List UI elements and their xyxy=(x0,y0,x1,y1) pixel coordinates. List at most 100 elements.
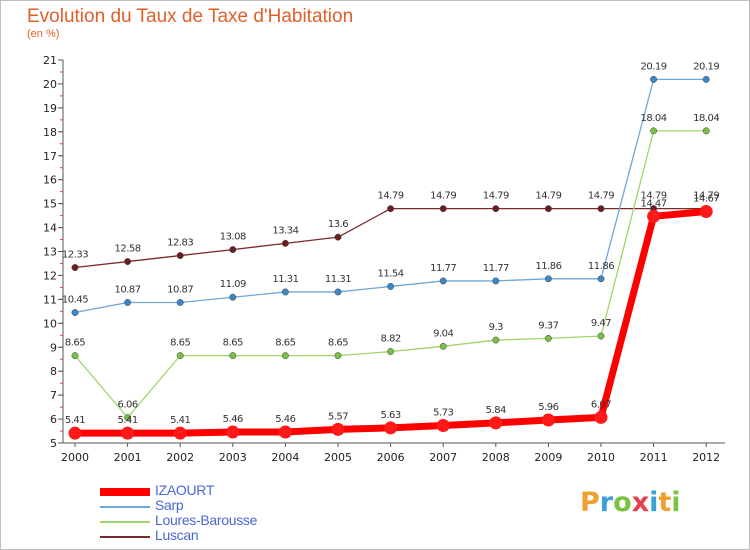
data-label-loures-barousse: 9.3 xyxy=(489,322,504,333)
data-label-izaourt: 5.46 xyxy=(275,414,295,425)
data-point-luscan xyxy=(544,205,552,213)
data-point-luscan xyxy=(439,205,447,213)
y-tick-label: 20 xyxy=(43,78,57,91)
x-tick-label: 2012 xyxy=(692,451,720,464)
series-izaourt xyxy=(68,205,713,440)
logo-letter: t xyxy=(658,487,672,518)
data-point-sarp xyxy=(124,299,132,306)
data-point-izaourt xyxy=(121,426,135,440)
data-point-luscan xyxy=(597,205,605,213)
data-label-loures-barousse: 18.04 xyxy=(693,113,719,124)
data-label-izaourt: 5.84 xyxy=(486,405,506,416)
y-tick-label: 21 xyxy=(43,54,57,67)
data-label-loures-barousse: 18.04 xyxy=(641,113,667,124)
y-tick-label: 8 xyxy=(50,365,57,378)
data-label-luscan: 12.83 xyxy=(167,238,193,249)
data-label-sarp: 10.87 xyxy=(167,284,193,295)
data-point-izaourt xyxy=(226,425,240,439)
data-label-loures-barousse: 9.47 xyxy=(591,318,611,329)
y-tick-label: 12 xyxy=(43,269,57,282)
data-point-sarp xyxy=(71,309,79,316)
series-layer xyxy=(68,75,713,440)
data-label-loures-barousse: 9.04 xyxy=(433,328,453,339)
data-point-izaourt xyxy=(594,410,608,424)
data-point-izaourt xyxy=(173,426,187,440)
data-label-sarp: 10.45 xyxy=(62,295,88,306)
series-sarp xyxy=(71,75,710,316)
x-tick-label: 2009 xyxy=(534,451,562,464)
data-point-sarp xyxy=(650,75,658,83)
legend-swatch xyxy=(100,536,150,538)
data-point-loures-barousse xyxy=(71,352,79,360)
y-tick-label: 15 xyxy=(43,198,57,211)
logo-letter: r xyxy=(599,487,614,518)
data-label-sarp: 20.19 xyxy=(641,61,667,72)
data-point-loures-barousse xyxy=(281,352,289,360)
x-tick-label: 2004 xyxy=(271,451,299,464)
legend-swatch xyxy=(100,488,150,496)
x-tick-label: 2006 xyxy=(377,451,405,464)
data-point-sarp xyxy=(597,275,605,283)
data-label-loures-barousse: 6.06 xyxy=(117,400,137,411)
data-point-luscan xyxy=(229,246,237,254)
logo-letter: x xyxy=(631,487,650,518)
data-point-luscan xyxy=(71,264,79,271)
data-point-luscan xyxy=(492,205,500,213)
legend-swatch xyxy=(100,506,150,508)
data-label-izaourt: 5.63 xyxy=(380,410,400,421)
x-tick-label: 2002 xyxy=(166,451,194,464)
data-label-luscan: 14.79 xyxy=(378,191,404,202)
data-label-luscan: 14.79 xyxy=(483,191,509,202)
data-point-izaourt xyxy=(489,416,503,430)
series-loures-barousse xyxy=(71,127,710,422)
y-tick-label: 14 xyxy=(43,222,57,235)
data-label-luscan: 14.79 xyxy=(535,191,561,202)
data-label-sarp: 11.09 xyxy=(220,279,246,290)
data-point-sarp xyxy=(176,299,184,306)
y-tick-label: 18 xyxy=(43,126,57,139)
data-point-luscan xyxy=(334,233,342,241)
data-point-izaourt xyxy=(331,422,345,436)
axes: 5 6 7 8 9 10 11 12 13 14 15 16 17 18 19 20 21 2000 2001 200… xyxy=(43,54,725,464)
data-point-izaourt xyxy=(647,209,661,223)
logo-letter: o xyxy=(613,487,632,518)
legend-label: IZAOURT xyxy=(155,482,215,498)
data-label-izaourt: 5.41 xyxy=(170,415,190,426)
data-label-luscan: 14.79 xyxy=(693,191,719,202)
data-point-luscan xyxy=(176,252,184,260)
legend-label: Loures-Barousse xyxy=(155,512,258,528)
data-point-loures-barousse xyxy=(597,332,605,340)
data-label-sarp: 11.86 xyxy=(588,261,614,272)
data-label-loures-barousse: 8.65 xyxy=(170,338,190,349)
x-tick-label: 2008 xyxy=(482,451,510,464)
data-label-sarp: 11.54 xyxy=(378,268,404,279)
legend-label: Luscan xyxy=(155,527,199,543)
data-point-loures-barousse xyxy=(229,352,237,360)
legend-label: Sarp xyxy=(155,497,184,513)
data-label-izaourt: 5.96 xyxy=(538,402,558,413)
data-point-loures-barousse xyxy=(492,336,500,344)
chart-title: Evolution du Taux de Taxe d'Habitation xyxy=(27,6,354,27)
data-label-izaourt: 5.73 xyxy=(433,408,453,419)
y-tick-label: 19 xyxy=(43,102,57,115)
data-label-luscan: 13.08 xyxy=(220,232,246,243)
data-point-izaourt xyxy=(541,413,555,427)
data-label-luscan: 13.34 xyxy=(272,225,298,236)
y-tick-label: 9 xyxy=(50,341,57,354)
x-tick-label: 2000 xyxy=(61,451,89,464)
data-label-sarp: 11.77 xyxy=(430,263,456,274)
y-tick-label: 13 xyxy=(43,246,57,259)
data-point-luscan xyxy=(387,205,395,213)
data-point-loures-barousse xyxy=(650,127,658,135)
data-label-izaourt: 5.57 xyxy=(328,411,348,422)
data-label-loures-barousse: 8.65 xyxy=(328,338,348,349)
data-label-izaourt: 14.67 xyxy=(693,194,719,205)
data-label-sarp: 10.87 xyxy=(115,284,141,295)
data-point-izaourt xyxy=(384,421,398,435)
data-label-izaourt: 6.07 xyxy=(591,399,611,410)
data-point-sarp xyxy=(229,293,237,301)
data-label-sarp: 11.31 xyxy=(272,274,298,285)
data-label-loures-barousse: 9.37 xyxy=(538,320,558,331)
logo-letter: P xyxy=(580,487,600,518)
data-point-loures-barousse xyxy=(387,348,395,356)
